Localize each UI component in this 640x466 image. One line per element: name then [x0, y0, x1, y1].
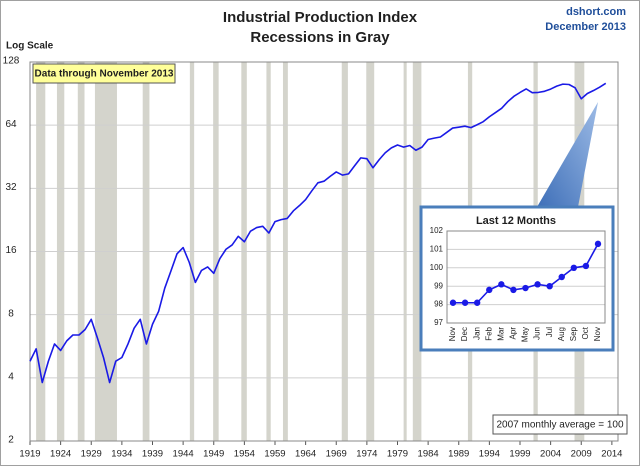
y-tick-label: 102	[430, 226, 444, 235]
inset-title: Last 12 Months	[476, 215, 556, 227]
x-tick-label: Nov	[448, 327, 457, 341]
point	[473, 299, 481, 306]
x-tick-label: May	[521, 327, 530, 342]
x-tick-label: Sep	[569, 326, 578, 341]
y-tick-label: 101	[430, 245, 444, 254]
y-tick-label: 97	[434, 318, 443, 327]
x-tick-label: 1949	[203, 449, 224, 460]
note: Data through November 2013	[35, 69, 174, 80]
point	[498, 281, 505, 288]
x-tick-label: 1959	[264, 449, 285, 460]
y-tick-label: 99	[434, 281, 443, 290]
x-tick-label: Aug	[557, 327, 566, 341]
y-tick-label: 64	[5, 119, 17, 130]
point	[570, 264, 578, 271]
point	[486, 286, 493, 294]
x-tick-label: 1919	[19, 449, 40, 460]
point	[594, 240, 602, 248]
x-tick-label: 1934	[111, 449, 132, 460]
x-tick-label: Oct	[581, 326, 590, 339]
x-tick-label: 2014	[601, 449, 622, 460]
x-tick-label: 2009	[571, 449, 592, 460]
series-line	[29, 82, 607, 384]
chart-subtitle: Recessions in Gray	[250, 29, 390, 46]
x-tick-label: Jan	[472, 327, 481, 340]
x-tick-label: 1944	[173, 449, 194, 460]
callout	[537, 102, 598, 207]
x-tick-label: 1954	[234, 449, 255, 460]
x-tick-label: 1994	[479, 449, 500, 460]
point	[461, 299, 469, 306]
point	[522, 284, 529, 292]
x-tick-label: 1964	[295, 449, 316, 460]
y-tick-label: 16	[5, 245, 17, 256]
note-box	[32, 63, 176, 84]
x-tick-label: 1999	[509, 449, 530, 460]
x-tick-label: Apr	[509, 327, 518, 340]
x-tick-label: 1939	[142, 449, 163, 460]
x-tick-label: 1974	[356, 449, 377, 460]
source: dshort.com	[566, 6, 626, 18]
x-tick-label: Feb	[484, 326, 493, 340]
x-tick-label: 1924	[50, 449, 71, 460]
x-tick-label: Nov	[593, 327, 602, 341]
y-tick-label: 4	[8, 371, 14, 382]
note: 2007 monthly average = 100	[496, 420, 623, 431]
x-tick-label: 1969	[326, 449, 347, 460]
point	[510, 286, 517, 294]
x-tick-label: Jun	[533, 327, 542, 340]
point	[582, 262, 590, 270]
date: December 2013	[545, 21, 626, 33]
x-tick-label: 1984	[418, 449, 439, 460]
chart-title: Industrial Production Index	[223, 9, 418, 26]
x-tick-label: 2004	[540, 449, 561, 460]
y-tick-label: 128	[3, 56, 20, 67]
y-axis-label: Log Scale	[6, 41, 54, 52]
y-tick-label: 100	[430, 263, 444, 272]
x-tick-label: Jul	[545, 327, 554, 337]
plot-border	[29, 61, 619, 442]
x-tick-label: 1989	[448, 449, 469, 460]
point	[546, 283, 553, 290]
point	[558, 273, 565, 281]
point	[534, 281, 541, 288]
inset-plot-border	[446, 230, 606, 324]
inset-plot-area	[447, 231, 605, 323]
y-tick-label: 32	[5, 182, 17, 193]
y-tick-label: 98	[434, 300, 443, 309]
x-tick-label: 1979	[387, 449, 408, 460]
y-tick-label: 8	[8, 308, 14, 319]
x-tick-label: 1929	[81, 449, 102, 460]
note-box	[492, 414, 628, 435]
x-tick-label: Mar	[496, 327, 505, 341]
x-tick-label: Dec	[460, 327, 469, 341]
y-tick-label: 2	[8, 435, 14, 446]
point	[449, 299, 457, 306]
